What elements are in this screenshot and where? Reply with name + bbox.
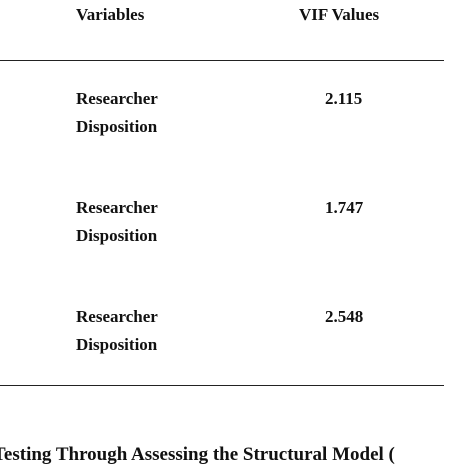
variable-line-2: Disposition	[76, 226, 158, 245]
variable-line-2: Disposition	[76, 335, 158, 354]
variable-line-2: Disposition	[76, 117, 158, 136]
figure-caption: Testing Through Assessing the Structural…	[0, 444, 395, 465]
table-top-rule	[0, 60, 444, 61]
table-row-2-variable: Researcher Disposition	[76, 194, 158, 250]
table-row-1-vif: 2.115	[325, 89, 363, 108]
table-bottom-rule	[0, 385, 444, 386]
table-row-3-vif: 2.548	[325, 307, 364, 326]
variable-line-1: Researcher	[76, 89, 158, 108]
table-row-3-variable: Researcher Disposition	[76, 303, 158, 359]
header-variables: Variables	[76, 5, 145, 24]
header-vif-values: VIF Values	[299, 5, 380, 24]
variable-line-1: Researcher	[76, 307, 158, 326]
variable-line-1: Researcher	[76, 198, 158, 217]
table-row-2-vif: 1.747	[325, 198, 364, 217]
table-row-1-variable: Researcher Disposition	[76, 85, 158, 141]
